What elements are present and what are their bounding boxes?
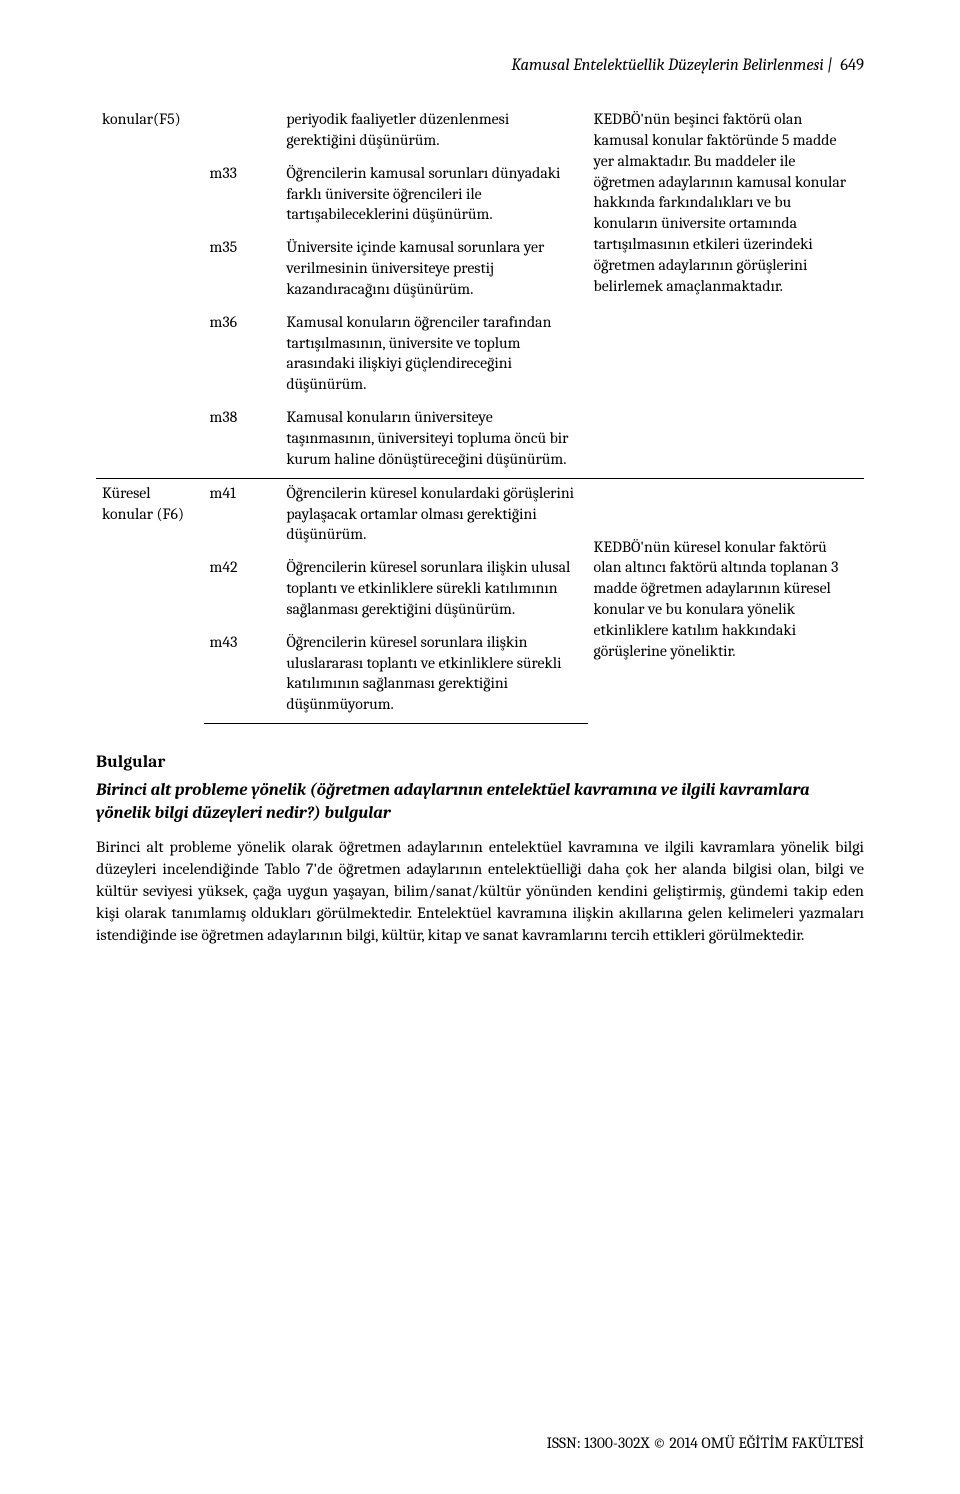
table-row: konular(F5) periyodik faaliyetler düzenl…: [96, 105, 864, 159]
item-cell: m43: [204, 628, 281, 724]
item-cell: [204, 105, 281, 159]
desc-cell: Kamusal konuların öğrenciler tarafından …: [280, 308, 587, 403]
note-cell: KEDBÖ'nün beşinci faktörü olan kamusal k…: [588, 105, 865, 478]
page-number: 649: [840, 56, 864, 75]
item-cell: m33: [204, 159, 281, 234]
item-cell: m36: [204, 308, 281, 403]
item-cell: m42: [204, 553, 281, 628]
factor-cell: Küresel konular (F6): [96, 478, 204, 723]
desc-cell: Kamusal konuların üniversiteye taşınması…: [280, 403, 587, 478]
factor-table: konular(F5) periyodik faaliyetler düzenl…: [96, 105, 864, 724]
desc-cell: Öğrencilerin kamusal sorunları dünyadaki…: [280, 159, 587, 234]
running-head: Kamusal Entelektüellik Düzeylerin Belirl…: [96, 56, 864, 75]
running-title: Kamusal Entelektüellik Düzeylerin Belirl…: [511, 56, 823, 75]
desc-cell: Öğrencilerin küresel sorunlara ilişkin u…: [280, 628, 587, 724]
note-cell: KEDBÖ'nün küresel konular faktörü olan a…: [588, 478, 865, 723]
desc-cell: Üniversite içinde kamusal sorunlara yer …: [280, 233, 587, 308]
factor-cell: [96, 159, 204, 234]
item-cell: m35: [204, 233, 281, 308]
item-cell: m41: [204, 478, 281, 553]
item-cell: m38: [204, 403, 281, 478]
factor-cell: [96, 403, 204, 478]
page-container: Kamusal Entelektüellik Düzeylerin Belirl…: [0, 0, 960, 1494]
table-row: Küresel konular (F6) m41 Öğrencilerin kü…: [96, 478, 864, 553]
section-heading-bulgular: Bulgular: [96, 752, 864, 772]
body-paragraph: Birinci alt probleme yönelik olarak öğre…: [96, 836, 864, 946]
header-separator: |: [827, 56, 836, 75]
section-subhead: Birinci alt probleme yönelik (öğretmen a…: [96, 780, 864, 826]
factor-cell: konular(F5): [96, 105, 204, 159]
page-footer: ISSN: 1300-302X © 2014 OMÜ EĞİTİM FAKÜLT…: [96, 1434, 864, 1452]
desc-cell: Öğrencilerin küresel konulardaki görüşle…: [280, 478, 587, 553]
factor-cell: [96, 233, 204, 308]
factor-cell: [96, 308, 204, 403]
desc-cell: Öğrencilerin küresel sorunlara ilişkin u…: [280, 553, 587, 628]
desc-cell: periyodik faaliyetler düzenlenmesi gerek…: [280, 105, 587, 159]
